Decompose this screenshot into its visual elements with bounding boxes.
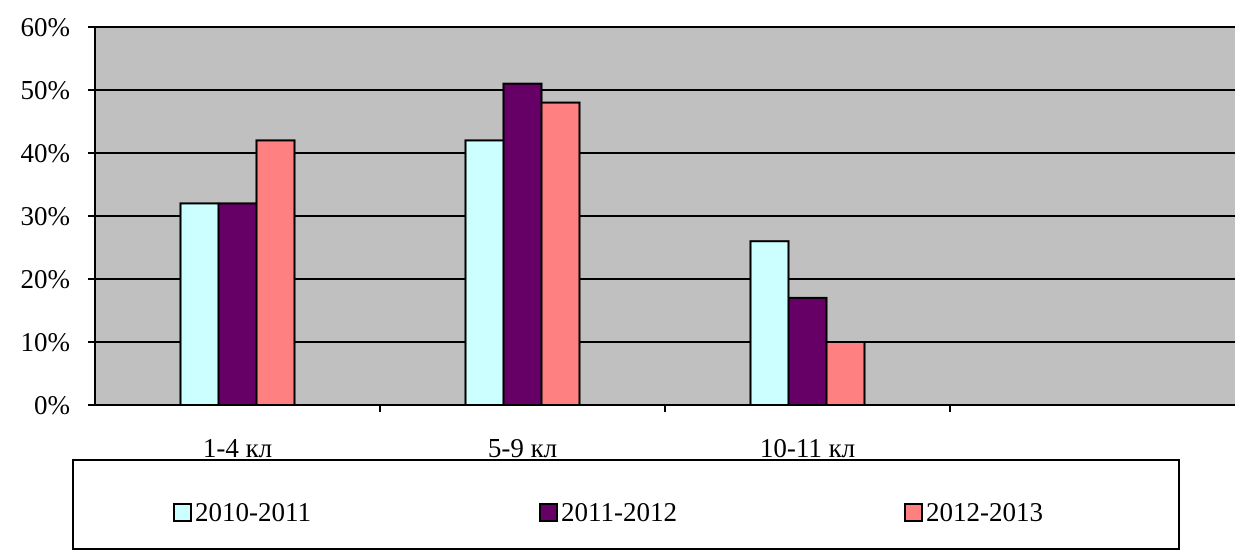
legend-swatch-2010-2011 — [173, 503, 192, 522]
x-category-label: 1-4 кл — [203, 433, 272, 460]
y-tick-label: 10% — [21, 327, 71, 357]
bar-2010-2011-1-4 кл — [179, 202, 220, 406]
x-category-label: 5-9 кл — [488, 433, 557, 460]
bar-2011-2012-5-9 кл — [502, 82, 543, 406]
legend-label-2012-2013: 2012-2013 — [926, 497, 1043, 527]
bar-2012-2013-10-11 кл — [825, 341, 866, 406]
bar-2012-2013-5-9 кл — [540, 101, 581, 406]
bar-2011-2012-10-11 кл — [787, 296, 828, 406]
bars — [179, 82, 866, 406]
legend-item-2010-2011: 2010-2011 — [173, 499, 311, 526]
y-tick-label: 50% — [21, 75, 71, 105]
y-axis-ticks: 0% 10% 20% 30% 40% 50% 60% — [21, 12, 95, 420]
bar-2010-2011-5-9 кл — [464, 139, 505, 406]
legend-label-2010-2011: 2010-2011 — [195, 497, 311, 527]
y-tick-label: 60% — [21, 12, 71, 42]
legend-swatch-2012-2013 — [904, 503, 923, 522]
legend-item-2012-2013: 2012-2013 — [904, 499, 1043, 526]
bar-2012-2013-1-4 кл — [255, 139, 296, 406]
y-tick-label: 40% — [21, 138, 71, 168]
x-category-label: 10-11 кл — [760, 433, 855, 460]
y-tick-label: 20% — [21, 264, 71, 294]
bar-2010-2011-10-11 кл — [749, 240, 790, 406]
x-axis-ticks: 1-4 кл 5-9 кл 10-11 кл — [203, 405, 951, 460]
legend-label-2011-2012: 2011-2012 — [561, 497, 677, 527]
y-tick-label: 30% — [21, 201, 71, 231]
legend-item-2011-2012: 2011-2012 — [539, 499, 677, 526]
y-tick-label: 0% — [34, 390, 70, 420]
legend-swatch-2011-2012 — [539, 503, 558, 522]
legend: 2010-2011 2011-2012 2012-2013 — [72, 459, 1180, 550]
bar-chart: 0% 10% 20% 30% 40% 50% 60% 1-4 кл 5-9 кл 10-11 к… — [21, 12, 1235, 460]
bar-2011-2012-1-4 кл — [217, 202, 258, 406]
